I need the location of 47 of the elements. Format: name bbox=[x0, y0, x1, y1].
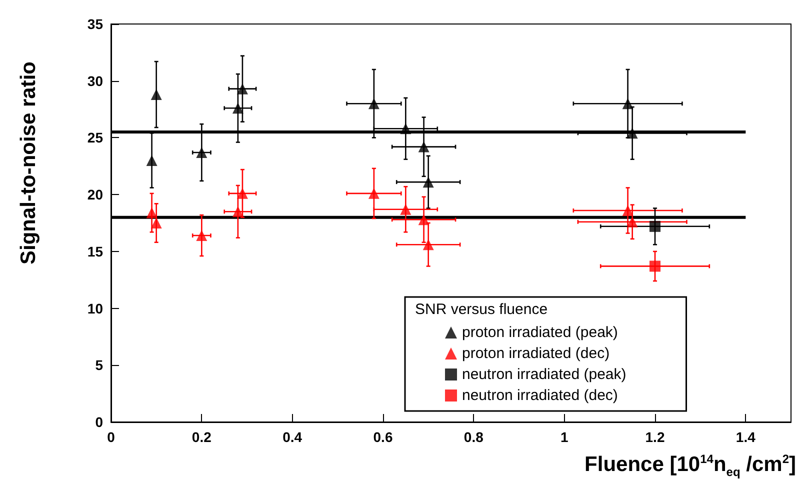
y-tick-label: 25 bbox=[87, 130, 104, 146]
point bbox=[650, 220, 660, 232]
point bbox=[422, 176, 434, 188]
point bbox=[232, 102, 244, 114]
y-tick-label: 0 bbox=[95, 414, 104, 430]
point bbox=[422, 239, 434, 250]
legend-label: neutron irradiated (peak) bbox=[462, 366, 626, 383]
legend-label: proton irradiated (dec) bbox=[462, 345, 610, 362]
y-tick-label: 35 bbox=[87, 16, 104, 32]
point bbox=[196, 230, 208, 242]
point bbox=[150, 89, 162, 100]
legend-title: SNR versus fluence bbox=[415, 301, 548, 318]
point bbox=[626, 216, 638, 228]
legend-label: neutron irradiated (dec) bbox=[462, 387, 618, 404]
x-tick-label: 0.8 bbox=[464, 429, 484, 445]
y-tick-label: 15 bbox=[87, 243, 104, 260]
point bbox=[418, 141, 430, 152]
point bbox=[626, 128, 638, 139]
x-tick-label: 1.4 bbox=[736, 429, 756, 445]
y-tick-label: 5 bbox=[95, 357, 104, 374]
x-tick-label: 0.2 bbox=[192, 429, 212, 445]
x-tick-label: 0 bbox=[107, 429, 116, 445]
point bbox=[146, 154, 158, 166]
x-tick-label: 0.4 bbox=[282, 429, 302, 445]
point bbox=[622, 98, 634, 110]
point bbox=[150, 218, 162, 228]
point bbox=[622, 204, 634, 216]
legend-label: proton irradiated (peak) bbox=[462, 324, 618, 341]
y-tick-label: 20 bbox=[87, 186, 104, 203]
point bbox=[418, 214, 430, 226]
y-tick-label: 30 bbox=[87, 72, 104, 89]
x-tick-label: 0.6 bbox=[373, 429, 393, 445]
point bbox=[232, 206, 244, 218]
point bbox=[146, 207, 158, 218]
point bbox=[650, 260, 660, 272]
x-tick-label: 1.2 bbox=[645, 429, 665, 445]
point bbox=[368, 98, 380, 110]
x-axis-title: Fluence [10$^{14}$n$_{eq}$ /cm$^{2}$] bbox=[584, 452, 796, 480]
point bbox=[400, 123, 412, 134]
y-tick-label: 10 bbox=[87, 300, 104, 316]
y-axis-title: Signal-to-noise ratio bbox=[17, 61, 40, 265]
point bbox=[236, 83, 248, 94]
point bbox=[236, 188, 248, 199]
x-tick-label: 1 bbox=[560, 429, 568, 445]
point bbox=[368, 188, 380, 199]
point bbox=[400, 204, 412, 215]
point bbox=[196, 146, 208, 158]
